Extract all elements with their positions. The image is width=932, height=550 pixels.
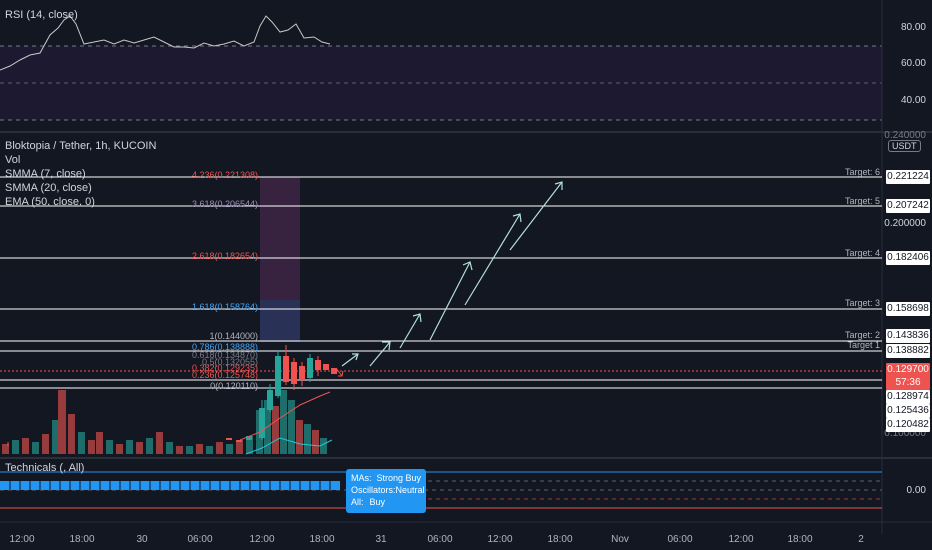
time-label: 06:00 xyxy=(427,534,453,545)
fib-label-4236: 4.236(0.221308) xyxy=(191,170,258,180)
legend-smma20[interactable]: SMMA (20, close) xyxy=(5,182,92,194)
target-4-label: Target: 4 xyxy=(844,248,880,258)
time-label: 12:00 xyxy=(487,534,513,545)
technicals-axis-zero: 0.00 xyxy=(906,485,926,496)
target-5-label: Target: 5 xyxy=(844,196,880,206)
price-tag-support-3: 0.120482 xyxy=(886,418,930,432)
fib-label-2618: 2.618(0.182654) xyxy=(191,251,258,261)
time-label: 31 xyxy=(375,534,387,545)
fib-label-0786: 0.786(0.138888) xyxy=(191,342,258,352)
technicals-title[interactable]: Technicals (, All) xyxy=(5,462,85,474)
target-1-label: Target 1 xyxy=(847,340,880,350)
down-arrow-icon xyxy=(335,367,344,377)
fib-label-3618: 3.618(0.206544) xyxy=(191,199,258,209)
countdown-tag: 57:36 xyxy=(886,376,930,390)
price-axis-bottom: 0.100000 xyxy=(884,428,926,439)
time-label: 12:00 xyxy=(9,534,35,545)
time-label: 18:00 xyxy=(787,534,813,545)
time-label: 2 xyxy=(858,534,864,545)
price-tag-target-3: 0.158698 xyxy=(886,302,930,316)
price-tag-target-6: 0.221224 xyxy=(886,170,930,184)
fib-label-1: 1(0.144000) xyxy=(209,331,258,341)
rsi-axis-80: 80.00 xyxy=(900,22,926,33)
technicals-summary-box: MAs: Strong Buy Oscillators: Neutral All: B… xyxy=(346,469,426,513)
fib-label-0618: 0.618(0.134870) xyxy=(191,350,258,360)
fib-label-1618: 1.618(0.158764) xyxy=(191,302,258,312)
fib-label-0: 0(0.120110) xyxy=(210,381,258,391)
rsi-axis-60: 60.00 xyxy=(900,58,926,69)
fib-label-05: 0.5(0.132055) xyxy=(201,357,258,367)
time-label: 18:00 xyxy=(309,534,335,545)
price-tag-support-2: 0.125436 xyxy=(886,404,930,418)
projection-arrows xyxy=(341,181,563,367)
time-label: 18:00 xyxy=(547,534,573,545)
last-price-tag: 0.129700 xyxy=(886,363,930,377)
target-3-label: Target: 3 xyxy=(844,298,880,308)
legend-smma7[interactable]: SMMA (7, close) xyxy=(5,168,86,180)
target-6-label: Target: 6 xyxy=(844,167,880,177)
price-tag-support-1: 0.128974 xyxy=(886,390,930,404)
ema-line xyxy=(239,391,331,441)
fib-label-0382: 0.382(0.129235) xyxy=(191,363,258,373)
time-label: 18:00 xyxy=(69,534,95,545)
time-label: 12:00 xyxy=(249,534,275,545)
rsi-title[interactable]: RSI (14, close) xyxy=(5,9,78,21)
rsi-axis-40: 40.00 xyxy=(900,95,926,106)
volume-bars xyxy=(2,390,327,454)
tech-row-all: All: Buy xyxy=(351,497,386,507)
price-tag-target-1: 0.138882 xyxy=(886,344,930,358)
time-label: 06:00 xyxy=(187,534,213,545)
candlesticks xyxy=(7,345,337,446)
time-label: Nov xyxy=(611,534,629,545)
time-label: 06:00 xyxy=(667,534,693,545)
time-label: 12:00 xyxy=(728,534,754,545)
price-tag-target-5: 0.207242 xyxy=(886,199,930,213)
tech-row-oscillators: Oscillators: Neutral xyxy=(351,485,425,495)
fib-label-0236: 0.236(0.125748) xyxy=(191,370,258,380)
smma-line xyxy=(245,437,333,455)
legend-vol[interactable]: Vol xyxy=(5,154,21,166)
currency-button[interactable]: USDT xyxy=(888,140,921,152)
price-tag-target-2: 0.143836 xyxy=(886,329,930,343)
price-tag-target-4: 0.182406 xyxy=(886,251,930,265)
fib-zone-lower xyxy=(260,300,300,342)
legend-ema50[interactable]: EMA (50, close, 0) xyxy=(5,196,95,208)
target-lines[interactable] xyxy=(0,176,882,389)
price-axis-mid: 0.200000 xyxy=(884,218,926,229)
tech-row-mas: MAs: Strong Buy xyxy=(351,473,421,483)
rsi-line xyxy=(0,15,331,71)
price-axis-top: 0.240000 xyxy=(884,130,926,141)
time-label: 30 xyxy=(136,534,148,545)
symbol-title[interactable]: Bloktopia / Tether, 1h, KUCOIN xyxy=(5,140,157,152)
target-2-label: Target: 2 xyxy=(844,330,880,340)
